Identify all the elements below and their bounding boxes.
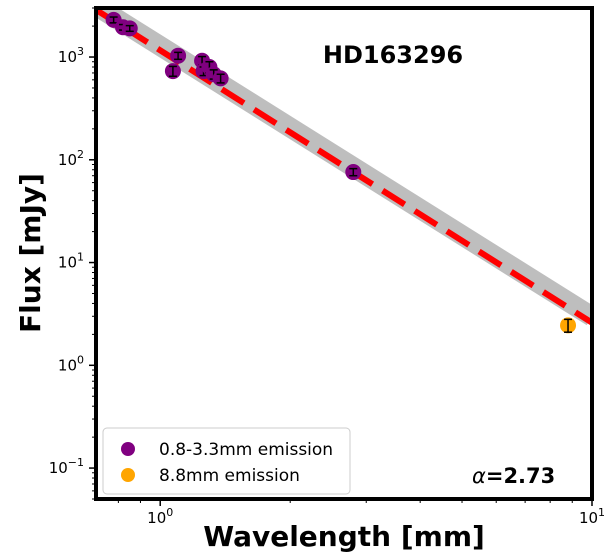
tick-base: 10 [58,254,77,272]
tick-base: 10 [58,48,77,66]
data-point [164,63,181,80]
data-point [121,20,138,37]
data-point [560,317,577,334]
x-tick-label: 100 [147,506,173,527]
tick-exponent: 1 [598,506,605,519]
tick-exponent: 1 [77,251,84,264]
y-tick-label: 102 [58,148,84,169]
legend-marker-1 [121,468,135,482]
y-tick-label: 100 [58,353,84,374]
tick-exponent: −1 [68,456,84,469]
legend-label-1: 8.8mm emission [159,466,300,486]
tick-base: 10 [58,356,77,374]
tick-exponent: 2 [77,148,84,161]
tick-base: 10 [147,509,166,527]
tick-base: 10 [49,459,68,477]
x-axis-label: Wavelength [mm] [203,520,485,553]
chart-title: HD163296 [323,41,463,69]
data-point [345,164,362,181]
tick-exponent: 0 [166,506,173,519]
plot-area [96,8,592,334]
legend-label-0: 0.8-3.3mm emission [159,440,333,460]
tick-base: 10 [579,509,598,527]
legend: 0.8-3.3mm emission 8.8mm emission [102,427,351,495]
y-tick-label: 103 [58,45,84,66]
data-point [170,47,187,64]
y-tick-label: 101 [58,251,84,272]
tick-exponent: 0 [77,353,84,366]
y-tick-label: 10−1 [49,456,84,477]
legend-marker-0 [121,442,135,456]
alpha-annotation: α=2.73 [472,464,555,488]
points-layer [105,11,577,334]
x-axis-ticks: 100 101 [117,499,605,527]
tick-exponent: 3 [77,45,84,58]
legend-box [102,427,351,495]
alpha-value: =2.73 [486,464,555,488]
alpha-symbol: α [472,464,486,488]
plot-frame [94,6,594,501]
y-axis-label: Flux [mJy] [14,173,47,333]
x-tick-label: 101 [579,506,605,527]
tick-base: 10 [58,151,77,169]
data-point [212,70,229,87]
